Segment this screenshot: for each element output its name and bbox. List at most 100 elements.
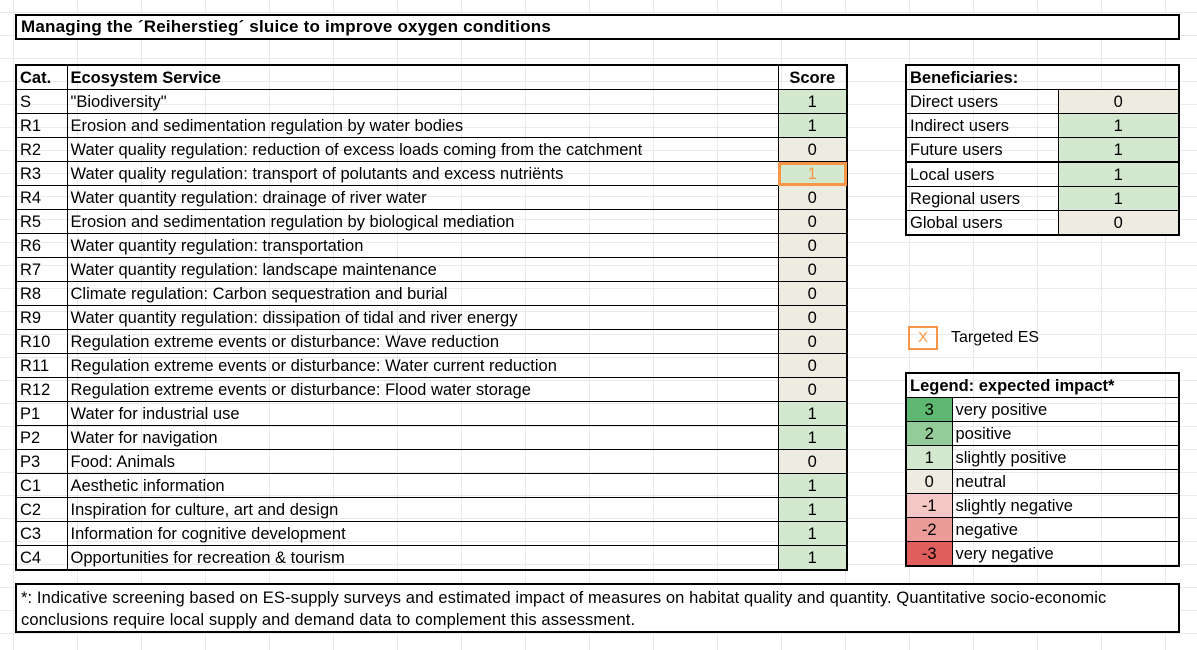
service-cell: Water quality regulation: transport of p… <box>66 161 779 186</box>
header-cat: Cat. <box>15 64 68 90</box>
header-score: Score <box>777 64 848 90</box>
score-cell: 0 <box>777 257 848 282</box>
service-cell: Climate regulation: Carbon sequestration… <box>66 281 779 306</box>
score-cell: 0 <box>777 449 848 474</box>
score-cell: 0 <box>777 377 848 402</box>
score-cell: 1 <box>777 521 848 546</box>
service-cell: Water quantity regulation: dissipation o… <box>66 305 779 330</box>
targeted-es-swatch: X <box>908 326 938 350</box>
score-cell: 1 <box>777 161 848 186</box>
table-row: R4 Water quantity regulation: drainage of… <box>15 185 848 210</box>
score-cell: 0 <box>777 305 848 330</box>
cat-cell: R3 <box>15 161 68 186</box>
score-cell: 1 <box>777 401 848 426</box>
score-cell: 1 <box>777 113 848 138</box>
table-row: C2 Inspiration for culture, art and desig… <box>15 497 848 522</box>
cat-cell: R11 <box>15 353 68 378</box>
service-cell: Water quantity regulation: transportatio… <box>66 233 779 258</box>
table-row: R8 Climate regulation: Carbon sequestrati… <box>15 281 848 306</box>
table-row: R6 Water quantity regulation: transportat… <box>15 233 848 258</box>
beneficiaries-header-row: Beneficiaries: <box>905 64 1180 90</box>
cat-cell: R10 <box>15 329 68 354</box>
table-header-row: Cat. Ecosystem Service Score <box>15 64 848 90</box>
cat-cell: R6 <box>15 233 68 258</box>
legend-row: -1 slightly negative <box>905 493 1180 518</box>
score-cell: 0 <box>777 137 848 162</box>
score-cell: 0 <box>777 281 848 306</box>
service-cell: Inspiration for culture, art and design <box>66 497 779 522</box>
table-row: C4 Opportunities for recreation & tourism… <box>15 545 848 571</box>
table-row: R9 Water quantity regulation: dissipation… <box>15 305 848 330</box>
page-title: Managing the ´Reiherstieg´ sluice to imp… <box>15 14 1180 40</box>
beneficiary-label: Indirect users <box>905 113 1059 138</box>
cat-cell: R7 <box>15 257 68 282</box>
cat-cell: C3 <box>15 521 68 546</box>
table-row: R1 Erosion and sedimentation regulation b… <box>15 113 848 138</box>
beneficiary-label: Future users <box>905 137 1059 163</box>
cat-cell: R1 <box>15 113 68 138</box>
cat-cell: R5 <box>15 209 68 234</box>
score-cell: 1 <box>777 473 848 498</box>
table-row: R3 Water quality regulation: transport of… <box>15 161 848 186</box>
legend-value-swatch: 0 <box>905 469 953 494</box>
score-cell: 0 <box>777 209 848 234</box>
legend-value-swatch: 3 <box>905 397 953 422</box>
beneficiary-row: Future users 1 <box>905 137 1180 163</box>
service-cell: "Biodiversity" <box>66 89 779 114</box>
cat-cell: P3 <box>15 449 68 474</box>
beneficiary-value: 1 <box>1057 161 1180 187</box>
service-cell: Information for cognitive development <box>66 521 779 546</box>
legend-row: -3 very negative <box>905 541 1180 567</box>
service-cell: Regulation extreme events or disturbance… <box>66 329 779 354</box>
legend-label: very positive <box>951 397 1180 422</box>
table-row: R5 Erosion and sedimentation regulation b… <box>15 209 848 234</box>
beneficiary-label: Regional users <box>905 186 1059 211</box>
score-cell: 1 <box>777 497 848 522</box>
legend-label: very negative <box>951 541 1180 567</box>
score-cell: 0 <box>777 233 848 258</box>
ecosystem-service-table: Cat. Ecosystem Service Score S "Biodivers… <box>15 64 848 571</box>
cat-cell: C2 <box>15 497 68 522</box>
service-cell: Aesthetic information <box>66 473 779 498</box>
beneficiary-value: 0 <box>1057 89 1180 114</box>
header-ecosystem-service: Ecosystem Service <box>66 64 779 90</box>
cat-cell: R4 <box>15 185 68 210</box>
cat-cell: S <box>15 89 68 114</box>
beneficiary-label: Global users <box>905 210 1059 236</box>
table-row: R7 Water quantity regulation: landscape m… <box>15 257 848 282</box>
service-cell: Regulation extreme events or disturbance… <box>66 377 779 402</box>
beneficiary-value: 0 <box>1057 210 1180 236</box>
cat-cell: P1 <box>15 401 68 426</box>
legend-label: slightly positive <box>951 445 1180 470</box>
cat-cell: R12 <box>15 377 68 402</box>
beneficiary-row: Regional users 1 <box>905 186 1180 211</box>
beneficiary-value: 1 <box>1057 113 1180 138</box>
service-cell: Water for industrial use <box>66 401 779 426</box>
table-row: R11 Regulation extreme events or disturba… <box>15 353 848 378</box>
legend-value-swatch: 1 <box>905 445 953 470</box>
score-cell: 0 <box>777 329 848 354</box>
targeted-es-label: Targeted ES <box>951 329 1040 346</box>
table-row: C3 Information for cognitive development 1 <box>15 521 848 546</box>
legend-row: 3 very positive <box>905 397 1180 422</box>
legend-row: 2 positive <box>905 421 1180 446</box>
legend-row: 0 neutral <box>905 469 1180 494</box>
cat-cell: R8 <box>15 281 68 306</box>
beneficiary-label: Local users <box>905 161 1059 187</box>
service-cell: Erosion and sedimentation regulation by … <box>66 209 779 234</box>
score-cell: 1 <box>777 545 848 571</box>
beneficiaries-header: Beneficiaries: <box>905 64 1180 90</box>
service-cell: Water quantity regulation: landscape mai… <box>66 257 779 282</box>
beneficiary-row: Global users 0 <box>905 210 1180 236</box>
service-cell: Water quantity regulation: drainage of r… <box>66 185 779 210</box>
table-row: P3 Food: Animals 0 <box>15 449 848 474</box>
beneficiary-value: 1 <box>1057 186 1180 211</box>
legend-value-swatch: 2 <box>905 421 953 446</box>
service-cell: Water quality regulation: reduction of e… <box>66 137 779 162</box>
beneficiary-value: 1 <box>1057 137 1180 163</box>
score-cell: 1 <box>777 89 848 114</box>
legend-value-swatch: -1 <box>905 493 953 518</box>
score-cell: 0 <box>777 353 848 378</box>
legend-label: positive <box>951 421 1180 446</box>
impact-legend-table: Legend: expected impact* 3 very positive 2… <box>905 372 1180 567</box>
